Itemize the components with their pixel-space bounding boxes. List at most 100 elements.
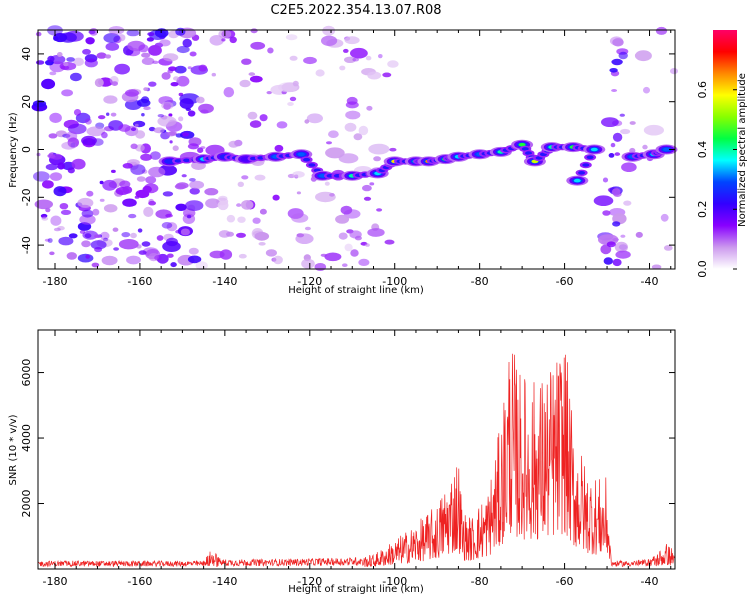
heatmap-noise-cell	[238, 253, 247, 259]
heatmap-noise-cell	[338, 153, 359, 164]
colorbar-tick-label: 0.4	[696, 141, 709, 159]
heatmap-x-axis-label: Height of straight line (km)	[288, 285, 424, 296]
heatmap-noise-cell	[322, 25, 336, 36]
heatmap-noise-cell	[66, 57, 75, 62]
heatmap-noise-cell	[81, 240, 91, 248]
heatmap-noise-cell	[140, 153, 153, 161]
heatmap-noise-cell	[118, 239, 139, 250]
heatmap-noise-cell	[145, 176, 157, 184]
heatmap-noise-cell	[176, 45, 190, 54]
heatmap-noise-cell	[237, 181, 244, 187]
heatmap-noise-cell	[141, 57, 155, 65]
heatmap-noise-cell	[358, 258, 370, 266]
heatmap-noise-cell	[344, 36, 360, 45]
heatmap-noise-cell	[122, 186, 133, 194]
heatmap-noise-cell	[221, 38, 226, 42]
heatmap-x-tick-label: -120	[297, 275, 322, 288]
heatmap-noise-cell	[111, 169, 116, 173]
heatmap-noise-cell	[612, 132, 623, 142]
heatmap-noise-cell	[122, 163, 133, 169]
heatmap-noise-cell	[143, 87, 149, 91]
heatmap-noise-cell	[292, 80, 299, 87]
heatmap-noise-cell	[236, 203, 242, 207]
heatmap-noise-cell	[182, 38, 192, 48]
heatmap-noise-cell	[343, 48, 349, 53]
heatmap-noise-cell	[367, 228, 385, 237]
heatmap-noise-cell	[365, 243, 370, 247]
heatmap-y-axis-label: Frequency (Hz)	[8, 112, 19, 188]
heatmap-signal-cell	[166, 159, 174, 164]
heatmap-noise-cell	[175, 203, 187, 211]
heatmap-noise-cell	[35, 60, 45, 65]
snr-background	[38, 330, 675, 569]
heatmap-noise-cell	[88, 30, 96, 35]
heatmap-noise-cell	[47, 55, 55, 63]
heatmap-noise-cell	[136, 176, 146, 182]
heatmap-noise-cell	[660, 213, 669, 222]
heatmap-noise-cell	[118, 124, 131, 132]
heatmap-noise-cell	[226, 231, 234, 237]
heatmap-noise-cell	[189, 51, 197, 57]
snr-x-axis: -180 -160 -140 -120 -100 -80 -60 -40	[43, 330, 672, 588]
heatmap-noise-cell	[352, 57, 360, 62]
heatmap-noise-cell	[338, 232, 348, 240]
heatmap-noise-cell	[181, 174, 187, 178]
snr-panel: -180 -160 -140 -120 -100 -80 -60 -40 2000 4000 60…	[8, 329, 676, 595]
heatmap-noise-cell	[620, 234, 626, 238]
heatmap-noise-cell	[86, 126, 106, 137]
heatmap-noise-cell	[156, 235, 164, 241]
heatmap-noise-cell	[236, 232, 246, 238]
heatmap-noise-cell	[170, 262, 177, 268]
heatmap-noise-cell	[378, 54, 383, 59]
heatmap-noise-cell	[367, 71, 382, 80]
heatmap-x-tick-label: -160	[127, 275, 152, 288]
heatmap-noise-cell	[328, 130, 339, 138]
snr-x-tick-label: -120	[297, 575, 322, 588]
snr-x-tick-label: -100	[382, 575, 407, 588]
heatmap-noise-cell	[195, 96, 205, 104]
heatmap-noise-cell	[146, 37, 154, 42]
heatmap-noise-cell	[344, 56, 356, 63]
heatmap-noise-cell	[179, 98, 194, 109]
heatmap-noise-cell	[187, 255, 202, 264]
heatmap-noise-cell	[178, 116, 184, 122]
heatmap-signal-cell	[663, 147, 670, 152]
heatmap-noise-cell	[602, 177, 609, 183]
heatmap-noise-cell	[601, 117, 619, 127]
heatmap-noise-cell	[50, 215, 62, 226]
heatmap-noise-cell	[187, 66, 192, 70]
heatmap-noise-cell	[274, 144, 284, 152]
heatmap-noise-cell	[82, 230, 98, 240]
heatmap-noise-cell	[335, 214, 350, 224]
heatmap-noise-cell	[63, 62, 69, 67]
heatmap-noise-cell	[90, 240, 107, 250]
heatmap-noise-cell	[61, 141, 77, 150]
heatmap-noise-cell	[228, 140, 239, 148]
snr-y-axis: 2000 4000 6000	[20, 359, 675, 518]
heatmap-noise-cell	[195, 261, 208, 270]
heatmap-noise-cell	[162, 191, 174, 197]
heatmap-noise-cell	[249, 120, 262, 128]
heatmap-noise-cell	[124, 99, 142, 111]
heatmap-noise-cell	[365, 55, 372, 61]
heatmap-noise-cell	[634, 50, 652, 62]
heatmap-noise-cell	[130, 143, 138, 150]
heatmap-noise-cell	[126, 255, 141, 265]
heatmap-panel: -180 -160 -140 -120 -100 -80 -60 -40 -40 -20 0 20 4…	[8, 25, 678, 296]
heatmap-noise-cell	[49, 112, 62, 123]
heatmap-noise-cell	[175, 133, 183, 138]
heatmap-noise-cell	[84, 58, 98, 68]
heatmap-signal-cell	[578, 171, 586, 175]
heatmap-noise-cell	[612, 258, 622, 267]
heatmap-noise-cell	[615, 250, 631, 259]
heatmap-noise-cell	[166, 131, 176, 137]
heatmap-noise-cell	[321, 35, 338, 46]
heatmap-y-tick-label: 0	[20, 146, 33, 153]
heatmap-noise-layer	[31, 25, 678, 271]
colorbar-tick-label: 0.6	[696, 81, 709, 99]
heatmap-noise-cell	[609, 36, 624, 46]
heatmap-y-tick-label: -20	[20, 188, 33, 206]
heatmap-noise-cell	[363, 196, 372, 201]
heatmap-noise-cell	[241, 175, 249, 180]
heatmap-noise-cell	[68, 233, 78, 239]
